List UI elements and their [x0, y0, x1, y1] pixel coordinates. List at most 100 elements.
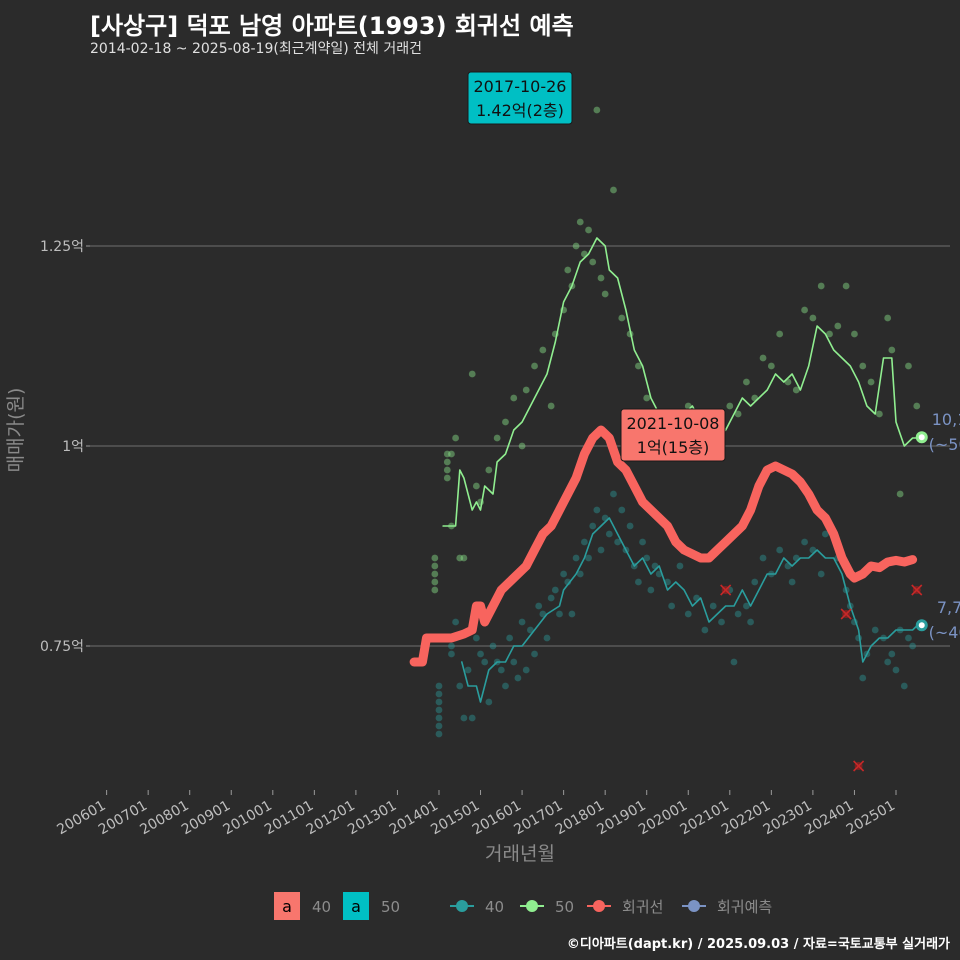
scatter-point-40: [572, 554, 580, 562]
scatter-point-40: [526, 626, 534, 634]
scatter-point-50: [564, 266, 572, 274]
series-line-40: [461, 517, 922, 703]
annotation-date: 2017-10-26: [474, 77, 567, 96]
scatter-point-40: [435, 690, 443, 698]
scatter-point-40: [551, 586, 559, 594]
scatter-point-40: [448, 642, 455, 650]
scatter-point-50: [589, 258, 597, 266]
scatter-point-50: [834, 322, 842, 330]
scatter-point-40: [718, 618, 725, 626]
scatter-point-40: [539, 610, 547, 618]
scatter-point-40: [610, 490, 617, 498]
scatter-point-40: [435, 722, 443, 730]
forecast-point-center: [918, 434, 925, 441]
chart-title: [사상구] 덕포 남영 아파트(1993) 회귀선 예측: [90, 12, 574, 40]
scatter-point-50: [801, 306, 808, 314]
scatter-point-50: [809, 314, 817, 322]
scatter-point-40: [701, 626, 709, 634]
regression-line: [409, 425, 918, 667]
scatter-point-50: [431, 554, 439, 562]
scatter-point-40: [589, 522, 597, 530]
scatter-point-50: [597, 274, 605, 282]
scatter-point-50: [743, 378, 750, 386]
scatter-point-40: [477, 650, 484, 658]
scatter-point-40: [435, 714, 443, 722]
y-tick-label: 1.25억: [40, 239, 84, 255]
scatter-point-50: [776, 330, 784, 338]
scatter-point-50: [431, 586, 439, 594]
scatter-point-40: [435, 698, 443, 706]
scatter-point-40: [531, 650, 538, 658]
scatter-point-40: [489, 642, 497, 650]
scatter-point-40: [730, 658, 738, 666]
legend-label-key-50-swatch: [343, 892, 369, 920]
outlier-x-mark: [720, 584, 732, 596]
scatter-point-50: [502, 418, 509, 426]
scatter-point-40: [547, 594, 555, 602]
series-line-50: [442, 237, 922, 527]
scatter-point-50: [539, 346, 547, 354]
legend-series-50: 50: [555, 898, 574, 916]
outlier-x-mark: [911, 584, 923, 596]
scatter-point-50: [601, 290, 609, 298]
scatter-point-40: [435, 682, 443, 690]
scatter-point-50: [851, 330, 858, 338]
y-tick-label: 1억: [62, 439, 84, 455]
annotation-box-1: [620, 408, 726, 462]
annotation-value: 1억(15층): [637, 438, 709, 457]
scatter-point-40: [709, 602, 717, 610]
forecast-value-50: 10,110: [932, 410, 960, 429]
scatter-point-40: [668, 602, 676, 610]
scatter-point-50: [618, 314, 626, 322]
outlier-x-mark: [853, 760, 865, 772]
scatter-point-50: [905, 362, 912, 370]
scatter-point-50: [468, 370, 476, 378]
y-axis-title: 매매가(원): [5, 388, 27, 473]
legend-dot-forecast: [688, 900, 700, 912]
scatter-point-50: [792, 386, 800, 394]
scatter-point-40: [888, 650, 896, 658]
scatter-point-50: [460, 554, 468, 562]
y-axis-ticks: 0.75억 1억 1.25억: [40, 239, 90, 655]
scatter-point-50: [576, 218, 584, 226]
legend: a 40 a 50 40 50 회귀선 회귀예측: [274, 892, 772, 920]
scatter-point-50: [896, 490, 904, 498]
annotation-date: 2021-10-08: [627, 414, 720, 433]
scatter-point-50: [431, 562, 439, 570]
scatter-point-50: [842, 282, 850, 290]
scatter-point-40: [560, 570, 568, 578]
scatter-point-50: [913, 402, 921, 410]
scatter-point-40: [776, 546, 784, 554]
scatter-point-40: [543, 634, 551, 642]
scatter-points: [431, 106, 921, 738]
scatter-point-50: [867, 378, 875, 386]
forecast-area-40: (~40㎡): [929, 623, 960, 642]
scatter-point-40: [905, 634, 912, 642]
scatter-point-50: [431, 578, 439, 586]
scatter-point-40: [481, 658, 489, 666]
scatter-point-50: [884, 314, 892, 322]
scatter-point-50: [443, 466, 451, 474]
scatter-point-40: [605, 530, 613, 538]
scatter-point-40: [734, 610, 742, 618]
scatter-point-40: [497, 666, 505, 674]
legend-label-key-40: 40: [312, 898, 331, 916]
scatter-point-40: [884, 658, 892, 666]
scatter-point-50: [635, 362, 642, 370]
scatter-point-40: [759, 554, 767, 562]
scatter-point-50: [726, 402, 734, 410]
scatter-point-50: [456, 554, 464, 562]
scatter-point-50: [826, 330, 833, 338]
scatter-point-40: [635, 578, 642, 586]
scatter-point-50: [443, 458, 451, 466]
scatter-point-40: [556, 610, 563, 618]
scatter-point-50: [472, 482, 480, 490]
scatter-point-50: [759, 354, 767, 362]
scatter-point-40: [576, 570, 584, 578]
scatter-point-50: [510, 394, 518, 402]
forecast-area-50: (~50㎡): [929, 435, 960, 454]
scatter-point-50: [734, 410, 742, 418]
scatter-point-40: [676, 562, 684, 570]
legend-label-key-40-swatch: [274, 892, 300, 920]
